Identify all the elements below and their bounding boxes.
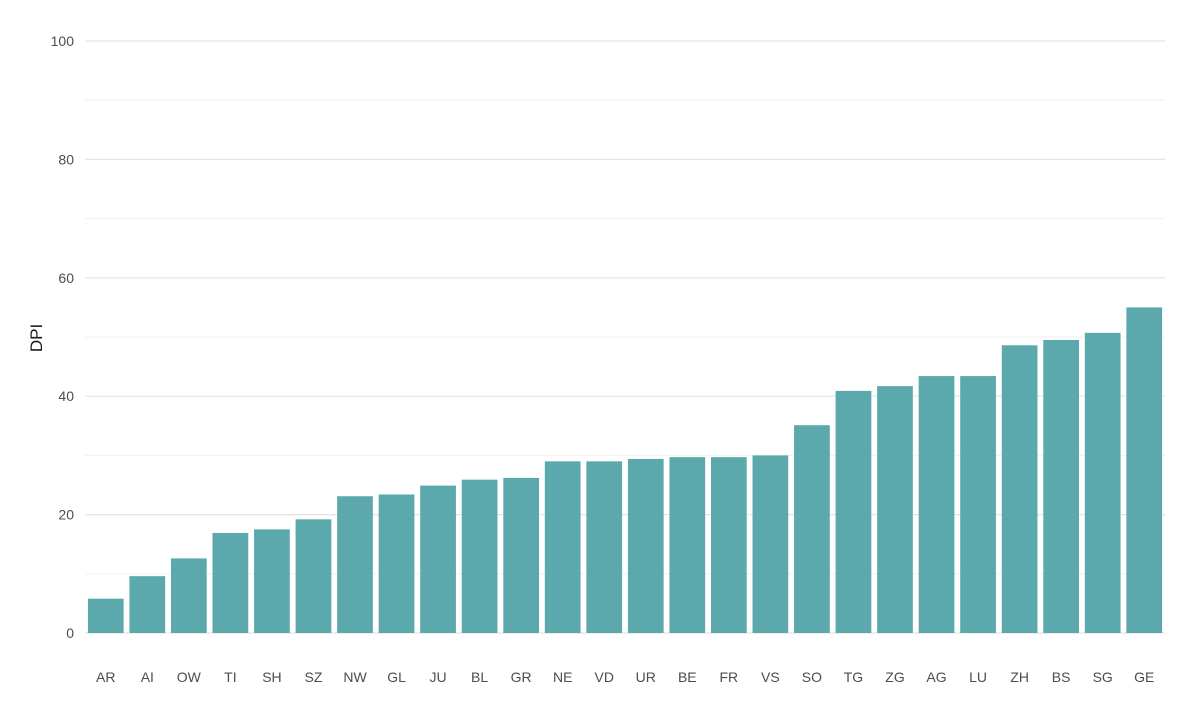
y-tick-label: 40	[58, 388, 74, 404]
x-tick-label: TG	[844, 669, 863, 685]
bar-sz	[295, 519, 332, 633]
x-tick-label: BS	[1052, 669, 1071, 685]
x-tick-label: SH	[262, 669, 281, 685]
bar-ti	[212, 532, 249, 633]
x-tick-label: UR	[636, 669, 656, 685]
bar-fr	[710, 457, 747, 633]
x-tick-label: GR	[511, 669, 532, 685]
x-tick-label: SO	[802, 669, 822, 685]
x-tick-label: BL	[471, 669, 488, 685]
x-tick-label: OW	[177, 669, 202, 685]
bar-nw	[337, 496, 373, 633]
bar-ow	[170, 558, 207, 633]
x-tick-label: ZH	[1010, 669, 1029, 685]
x-tick-label: NE	[553, 669, 572, 685]
x-tick-label: GE	[1134, 669, 1154, 685]
y-tick-label: 20	[58, 507, 74, 523]
y-tick-label: 0	[66, 625, 74, 641]
x-tick-label: JU	[430, 669, 447, 685]
bars	[87, 307, 1163, 633]
x-tick-label: AG	[926, 669, 946, 685]
x-axis-ticks: AR AI OW TI SH SZ NW GL JU BL GR NE VD UR BE FR VS SO TG ZG…	[96, 669, 1154, 685]
x-tick-label: SZ	[305, 669, 323, 685]
y-axis-ticks: 0 20 40 60 80 100	[51, 33, 75, 641]
bar-ag	[918, 376, 955, 633]
bar-ge	[1126, 307, 1163, 633]
bar-ju	[420, 485, 456, 633]
x-tick-label: SG	[1093, 669, 1113, 685]
bar-ar	[87, 598, 124, 633]
bar-so	[794, 425, 830, 633]
bar-gl	[378, 494, 415, 633]
bar-sg	[1084, 332, 1121, 633]
x-tick-label: ZG	[885, 669, 904, 685]
bar-gr	[503, 477, 540, 633]
bar-be	[669, 457, 706, 633]
x-tick-label: VD	[595, 669, 614, 685]
x-tick-label: GL	[387, 669, 406, 685]
bar-sh	[254, 529, 290, 633]
bar-zh	[1001, 345, 1038, 633]
x-tick-label: LU	[969, 669, 987, 685]
x-tick-label: AI	[141, 669, 154, 685]
y-axis-label: DPI	[27, 324, 46, 352]
x-tick-label: BE	[678, 669, 697, 685]
bar-lu	[960, 376, 996, 633]
bar-ur	[627, 458, 664, 633]
x-tick-label: NW	[343, 669, 367, 685]
bar-ne	[544, 461, 581, 633]
x-tick-label: TI	[224, 669, 236, 685]
x-tick-label: AR	[96, 669, 115, 685]
y-tick-label: 80	[58, 151, 74, 167]
bar-bl	[461, 479, 498, 633]
bar-tg	[835, 390, 872, 633]
bar-vd	[586, 461, 623, 633]
y-tick-label: 60	[58, 270, 74, 286]
bar-bs	[1043, 339, 1080, 633]
x-tick-label: VS	[761, 669, 780, 685]
bar-zg	[877, 386, 913, 633]
x-tick-label: FR	[720, 669, 739, 685]
bar-ai	[129, 576, 166, 633]
bar-vs	[752, 455, 789, 633]
y-tick-label: 100	[51, 33, 75, 49]
